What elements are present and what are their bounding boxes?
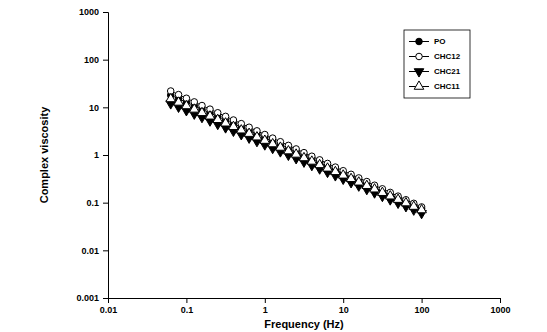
- marker: [401, 197, 411, 205]
- y-tick-label: 0.01: [81, 246, 99, 256]
- series-line: [171, 95, 422, 209]
- legend-label: CHC11: [434, 82, 460, 91]
- x-tick-label: 100: [415, 305, 430, 315]
- marker: [338, 170, 348, 178]
- marker: [213, 114, 223, 122]
- x-tick: 100: [415, 298, 430, 315]
- y-tick-label: 1000: [79, 7, 99, 17]
- y-tick-mark: [103, 155, 108, 156]
- legend-marker: [414, 81, 424, 89]
- marker: [291, 149, 301, 157]
- series-line: [171, 104, 422, 214]
- y-axis-line: [103, 13, 109, 299]
- marker: [346, 173, 356, 181]
- y-tick-mark: [103, 107, 108, 108]
- x-tick-label: 1: [263, 305, 268, 315]
- x-tick-mark: [422, 298, 423, 303]
- y-tick: 1000: [79, 7, 108, 17]
- chart: 0.010.111010010000.0010.010.11101001000P…: [0, 0, 547, 332]
- x-tick: 1: [263, 298, 268, 315]
- marker: [370, 184, 380, 192]
- legend: PO CHC12 CHC21 CHC11: [404, 30, 470, 98]
- marker: [409, 201, 419, 209]
- x-axis: 0.01 0.1 1 10 100 1000: [100, 298, 511, 315]
- y-tick-mark: [103, 298, 108, 299]
- marker: [166, 93, 176, 101]
- marker: [174, 97, 184, 105]
- marker: [385, 191, 395, 199]
- marker: [276, 142, 286, 150]
- y-tick: 0.001: [76, 293, 108, 303]
- x-tick-label: 0.01: [100, 305, 118, 315]
- x-tick-label: 0.1: [181, 305, 194, 315]
- y-tick: 100: [84, 55, 108, 65]
- marker: [221, 118, 231, 126]
- marker: [260, 135, 270, 143]
- y-tick-label: 10: [89, 103, 99, 113]
- legend-marker: [414, 69, 424, 77]
- series: [166, 93, 426, 212]
- y-tick-label: 100: [84, 55, 99, 65]
- marker: [331, 166, 341, 174]
- marker: [393, 194, 403, 202]
- marker: [307, 156, 317, 164]
- y-tick-mark: [103, 203, 108, 204]
- x-tick: 0.1: [181, 298, 194, 315]
- marker: [244, 128, 254, 136]
- marker: [252, 132, 262, 140]
- marker: [189, 104, 199, 112]
- marker: [284, 146, 294, 154]
- y-tick: 0.1: [86, 198, 108, 208]
- series: [166, 101, 426, 219]
- data-marks: [166, 88, 426, 219]
- marker: [205, 111, 215, 119]
- x-tick-mark: [500, 298, 501, 303]
- y-tick: 10: [89, 103, 108, 113]
- y-tick: 1: [94, 150, 108, 160]
- x-tick-mark: [186, 298, 187, 303]
- x-tick: 0.01: [100, 298, 118, 315]
- x-tick-label: 10: [339, 305, 349, 315]
- legend-box: [404, 30, 470, 98]
- series: [167, 88, 424, 211]
- legend-label: CHC12: [434, 52, 461, 61]
- marker: [229, 121, 239, 129]
- series: [167, 92, 424, 212]
- marker: [182, 100, 192, 108]
- legend-label: CHC21: [434, 67, 461, 76]
- y-tick-mark: [103, 250, 108, 251]
- marker: [417, 204, 427, 212]
- y-tick-mark: [103, 12, 108, 13]
- y-tick-mark: [103, 60, 108, 61]
- marker: [236, 125, 246, 133]
- marker: [299, 152, 309, 160]
- x-axis-line: [109, 299, 501, 304]
- marker: [197, 107, 207, 115]
- marker: [315, 159, 325, 167]
- legend-label: PO: [434, 37, 446, 46]
- x-tick-mark: [265, 298, 266, 303]
- marker: [354, 177, 364, 185]
- marker: [268, 138, 278, 146]
- x-tick: 10: [339, 298, 349, 315]
- y-axis: 0.001 0.01 0.1 1 10 100 1000: [76, 7, 108, 303]
- plot-area: 0.010.111010010000.0010.010.11101001000P…: [76, 7, 510, 315]
- series-line: [171, 99, 422, 210]
- x-tick-label: 1000: [490, 305, 510, 315]
- x-tick-mark: [343, 298, 344, 303]
- series-line: [171, 91, 422, 207]
- y-axis-title: Complex viscosity: [38, 106, 50, 203]
- y-tick-label: 0.001: [76, 293, 99, 303]
- y-tick-label: 1: [94, 150, 99, 160]
- marker: [378, 187, 388, 195]
- marker: [323, 163, 333, 171]
- legend-marker: [416, 38, 423, 45]
- marker: [362, 180, 372, 188]
- legend-marker: [416, 53, 423, 60]
- y-tick-label: 0.1: [86, 198, 99, 208]
- y-tick: 0.01: [81, 246, 108, 256]
- x-tick: 1000: [490, 298, 510, 315]
- x-axis-title: Frequency (Hz): [264, 318, 344, 330]
